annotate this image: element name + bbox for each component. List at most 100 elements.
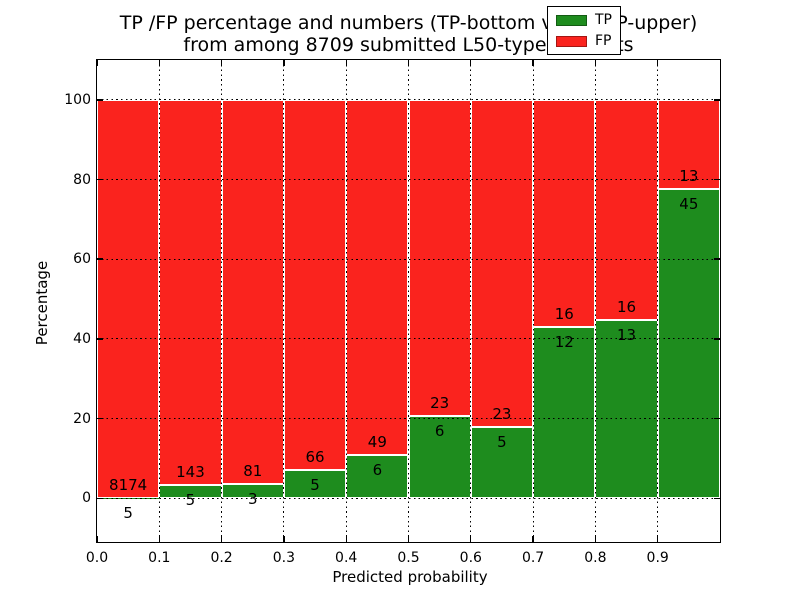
- bar-segment-fp: [97, 99, 160, 498]
- y-axis-tick: [97, 99, 103, 101]
- fp-count-label: 49: [367, 432, 387, 451]
- x-axis-tick: [532, 536, 534, 542]
- gridline-vertical: [158, 60, 160, 542]
- x-tick-label: 0.6: [459, 550, 482, 566]
- tp-count-label: 6: [372, 460, 383, 479]
- y-tick-label: 100: [64, 91, 91, 108]
- fp-count-label: 66: [305, 448, 325, 467]
- y-tick-label: 80: [73, 171, 91, 188]
- x-axis-tick: [96, 536, 98, 542]
- chart-title-line1: TP /FP percentage and numbers (TP-bottom…: [119, 12, 698, 34]
- y-axis-tick: [97, 497, 103, 499]
- y-tick-label: 60: [73, 251, 91, 268]
- tp-count-label: 12: [554, 333, 574, 352]
- x-axis-tick: [158, 536, 160, 542]
- x-axis-tick: [407, 536, 410, 542]
- tp-color-swatch: [556, 14, 587, 26]
- bar-segment-fp: [221, 99, 284, 484]
- y-axis-tick: [714, 178, 720, 181]
- x-tick-label: 0.3: [272, 550, 296, 566]
- tp-count-label: 5: [123, 503, 133, 522]
- x-axis-tick: [96, 60, 98, 66]
- x-axis-tick: [220, 60, 223, 66]
- gridline-vertical: [532, 60, 534, 542]
- fp-count-label: 13: [679, 167, 699, 186]
- chart-title: TP /FP percentage and numbers (TP-bottom…: [96, 12, 721, 56]
- plot-area: 0 20 40 60 80 100 0.0 0.1 0.2 0.3 0.4 0.5 0.6 0.7 0.8 0…: [64, 59, 721, 566]
- x-axis-label: Predicted probability: [332, 568, 488, 586]
- y-axis-tick: [97, 417, 103, 420]
- x-tick-label: 0.5: [397, 550, 420, 566]
- x-axis-tick: [158, 60, 160, 66]
- bar-segment-tp: [533, 327, 596, 499]
- x-axis-tick: [470, 60, 472, 66]
- x-axis-tick: [345, 60, 347, 66]
- bar-segment-fp: [657, 99, 720, 190]
- y-tick-label: 0: [82, 490, 91, 507]
- gridline-vertical: [221, 60, 223, 542]
- legend-label-tp: TP: [595, 12, 612, 28]
- y-axis-tick: [714, 497, 720, 499]
- fp-count-label: 81: [243, 461, 263, 480]
- x-axis-tick: [657, 60, 659, 66]
- chart-title-line2: from among 8709 submitted L50-type conta…: [183, 34, 634, 56]
- x-axis-tick: [345, 536, 347, 542]
- fp-count-label: 8174: [109, 475, 148, 494]
- x-axis-tick: [407, 60, 410, 66]
- fp-count-label: 16: [617, 297, 637, 316]
- gridline-vertical: [408, 60, 409, 542]
- y-axis-tick: [714, 99, 720, 101]
- tp-count-label: 3: [247, 489, 258, 508]
- tp-count-label: 6: [434, 421, 445, 440]
- y-axis-tick: [97, 258, 103, 260]
- gridline-vertical: [470, 60, 472, 542]
- x-axis-tick: [594, 536, 597, 542]
- bar-segment-fp: [533, 99, 596, 328]
- bar-segment-tp: [470, 427, 534, 499]
- tp-count-label: 13: [617, 325, 637, 344]
- x-tick-label: 0.4: [335, 550, 358, 566]
- bar-segment-tp: [657, 189, 720, 499]
- tp-count-label: 5: [497, 433, 507, 452]
- x-axis-tick: [657, 536, 659, 542]
- bar-segment-fp: [470, 99, 534, 428]
- x-axis-tick: [283, 536, 285, 542]
- x-tick-label: 0.2: [210, 550, 233, 566]
- bar-segment-fp: [595, 99, 658, 320]
- x-axis-tick: [470, 536, 472, 542]
- bar-segment-fp: [283, 99, 347, 471]
- bar-segment-fp: [346, 99, 409, 455]
- fp-color-swatch: [556, 35, 587, 47]
- bar-segment-tp: [283, 470, 347, 499]
- bar-segment-tp: [595, 319, 658, 499]
- y-tick-label: 40: [73, 330, 91, 347]
- gridline-vertical: [594, 60, 596, 542]
- bar-segment-tp: [159, 484, 222, 499]
- legend-item-fp: FP: [556, 33, 612, 49]
- legend-label-fp: FP: [595, 33, 612, 49]
- x-axis-tick: [532, 60, 534, 66]
- y-axis-tick: [714, 338, 720, 340]
- fp-count-label: 23: [492, 405, 512, 424]
- x-tick-label: 0.1: [148, 550, 171, 566]
- fp-count-label: 143: [176, 462, 205, 481]
- bar-segment-fp: [159, 99, 222, 485]
- gridline-vertical: [345, 60, 347, 542]
- fp-count-label: 16: [554, 305, 574, 324]
- gridline-vertical: [283, 60, 285, 542]
- fp-count-label: 23: [430, 393, 450, 412]
- tp-count-label: 5: [310, 476, 320, 495]
- y-axis-tick: [714, 258, 720, 260]
- tp-count-label: 45: [679, 195, 699, 214]
- bar-segment-tp: [346, 454, 409, 499]
- bar-segment-tp: [221, 483, 284, 499]
- x-tick-label: 0.8: [584, 550, 607, 566]
- gridline-vertical: [657, 60, 659, 542]
- x-tick-label: 0.9: [646, 550, 669, 566]
- x-axis-tick: [283, 60, 285, 66]
- x-axis-tick: [220, 536, 223, 542]
- y-axis-tick: [97, 178, 103, 181]
- legend-item-tp: TP: [556, 12, 612, 28]
- tp-count-label: 5: [185, 490, 196, 509]
- y-axis-tick: [97, 338, 103, 340]
